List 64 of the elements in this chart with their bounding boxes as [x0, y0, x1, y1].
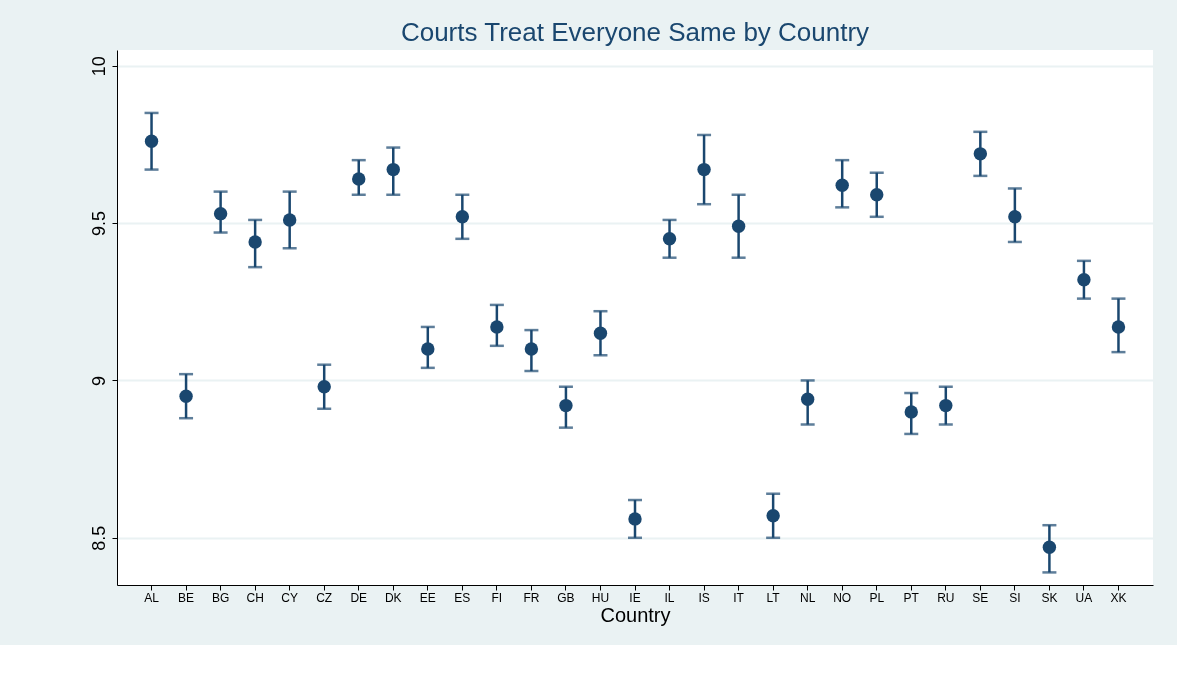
- point: [800, 392, 815, 407]
- x-tick-label: RU: [937, 590, 955, 605]
- point: [213, 206, 228, 221]
- point: [697, 162, 711, 177]
- x-tick-label: BE: [178, 590, 195, 605]
- point: [593, 326, 608, 340]
- x-tick-label: BG: [211, 590, 230, 605]
- point: [662, 232, 677, 246]
- x-tick-label: UA: [1075, 590, 1093, 605]
- x-tick-label: CY: [281, 590, 298, 605]
- point: [282, 213, 297, 227]
- point: [939, 398, 953, 413]
- x-tick-label: DE: [350, 590, 368, 605]
- y-tick-label: 10: [88, 56, 109, 77]
- x-tick-label: SI: [1009, 590, 1021, 605]
- y-tick-label: 8.5: [88, 525, 109, 551]
- x-tick-label: AL: [144, 590, 160, 605]
- point: [628, 512, 642, 526]
- x-tick-label: PL: [869, 590, 885, 605]
- point: [973, 147, 988, 161]
- x-tick-label: XK: [1110, 590, 1127, 605]
- point: [421, 342, 435, 356]
- x-tick-label: FR: [523, 590, 540, 605]
- x-tick-label: NO: [833, 590, 852, 605]
- x-tick-label: LT: [766, 590, 781, 605]
- x-tick-label: ES: [454, 590, 471, 605]
- x-tick-label: CH: [246, 590, 264, 605]
- point: [455, 210, 470, 224]
- x-tick-label: CZ: [316, 590, 333, 605]
- x-tick-label: HU: [591, 590, 610, 605]
- x-tick-label: IL: [664, 590, 675, 605]
- point: [731, 219, 746, 233]
- point: [352, 172, 366, 186]
- point: [766, 509, 780, 523]
- point: [1111, 320, 1126, 334]
- x-axis-title: Country: [600, 603, 671, 626]
- x-tick-label: EE: [419, 590, 436, 605]
- point: [559, 398, 573, 413]
- point: [317, 380, 331, 394]
- x-tick-label: DK: [384, 590, 402, 605]
- point: [1042, 540, 1057, 554]
- x-tick-label: IS: [698, 590, 710, 605]
- chart-title: Courts Treat Everyone Same by Country: [400, 17, 870, 47]
- point: [1008, 210, 1022, 224]
- point: [248, 235, 262, 249]
- point: [179, 389, 193, 403]
- point: [144, 134, 159, 148]
- point: [386, 162, 400, 177]
- x-tick-label: NL: [799, 590, 816, 605]
- point: [524, 342, 539, 356]
- x-tick-label: IE: [629, 590, 641, 605]
- point: [490, 320, 504, 334]
- y-tick-label: 9: [88, 375, 109, 386]
- x-tick-label: SE: [972, 590, 989, 605]
- point: [904, 405, 918, 419]
- point: [835, 178, 849, 193]
- x-tick-label: IT: [733, 590, 745, 605]
- point: [870, 188, 884, 202]
- point: [1077, 273, 1091, 287]
- y-tick-label: 9.5: [88, 211, 109, 237]
- x-tick-label: FI: [491, 590, 503, 605]
- x-tick-label: SK: [1041, 590, 1058, 605]
- x-tick-label: PT: [903, 590, 920, 605]
- x-tick-label: GB: [557, 590, 575, 605]
